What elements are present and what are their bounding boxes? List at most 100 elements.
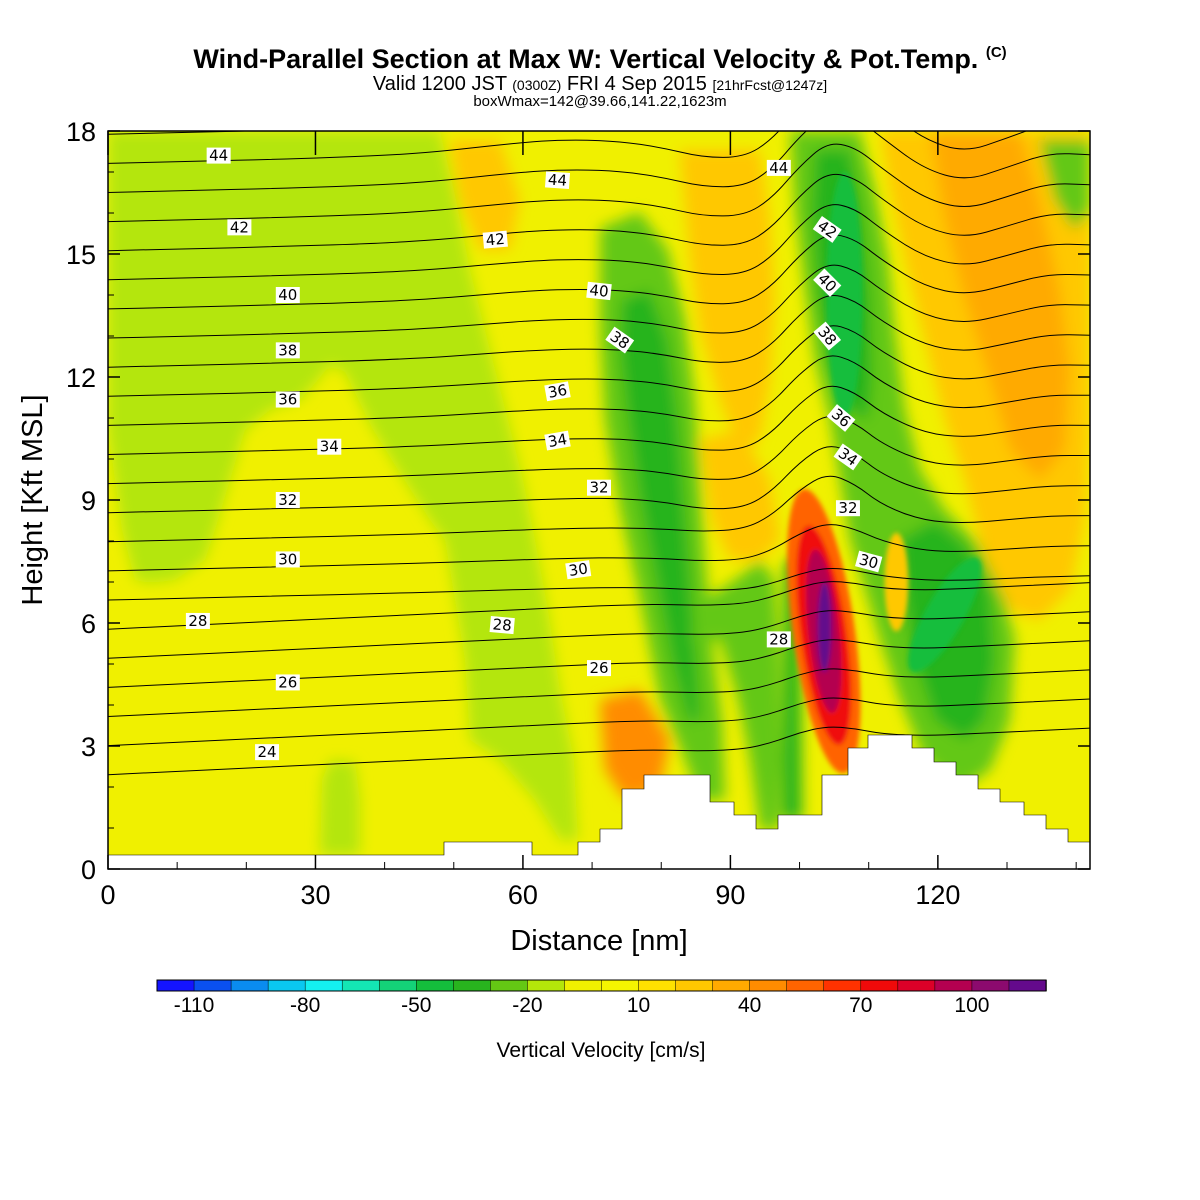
contour-label-36: 36	[544, 381, 571, 402]
colorbar-tick-label: -20	[512, 994, 542, 1017]
colorbar-tick-label: -110	[174, 994, 214, 1017]
contour-label-38: 38	[275, 341, 300, 359]
contour-label-box	[206, 147, 231, 164]
contour-line-38	[108, 264, 1090, 339]
contour-line-30	[108, 524, 1090, 572]
contour-line-44	[108, 131, 1028, 164]
y-axis-label: Height [Kft MSL]	[17, 394, 49, 605]
colorbar-swatch	[230, 979, 269, 992]
x-axis-label: Distance [nm]	[510, 925, 687, 957]
colorbar-swatch	[934, 979, 973, 992]
y-tick-label: 6	[81, 609, 96, 639]
contour-label-text: 42	[230, 218, 249, 236]
contour-line-46	[108, 23, 1090, 105]
contour-label-box	[813, 268, 842, 297]
contour-label-text: 32	[589, 479, 608, 497]
velocity-region-updraft-upper-center	[450, 140, 520, 250]
contour-label-box	[855, 550, 883, 573]
contour-line-28	[108, 581, 1090, 630]
contour-line-29	[108, 568, 1090, 601]
velocity-region-right-edge	[1040, 140, 1090, 230]
colorbar-swatch	[379, 979, 418, 992]
contour-label-box	[275, 287, 300, 303]
contour-label-42: 42	[227, 218, 252, 236]
contour-label-box	[489, 616, 515, 635]
colorbar-swatch	[601, 979, 640, 992]
contour-label-30: 30	[855, 550, 883, 573]
colorbar-swatch	[490, 979, 529, 992]
y-tick-label: 3	[81, 732, 96, 762]
contour-label-28: 28	[185, 612, 210, 630]
contour-label-28: 28	[489, 615, 515, 635]
contour-label-text: 44	[769, 159, 788, 177]
colorbar-frame	[156, 979, 1047, 992]
y-tick-label: 18	[66, 117, 96, 147]
contour-label-box	[317, 438, 342, 455]
contour-label-text: 32	[838, 499, 857, 517]
colorbar-swatch	[749, 979, 788, 992]
contour-label-box	[275, 492, 300, 508]
colorbar-swatch	[416, 979, 455, 992]
contour-label-box	[275, 342, 300, 359]
contour-label-text: 40	[278, 286, 297, 304]
velocity-feature-3	[817, 582, 832, 673]
colorbar-swatch	[304, 979, 343, 992]
colorbar: -110 -80 -50 -20 10 40 70 100	[156, 979, 1047, 1017]
contour-line-31	[108, 475, 1090, 543]
y-tick-label: 9	[81, 486, 96, 516]
contour-label-text: 30	[278, 550, 297, 568]
colorbar-swatch	[564, 979, 603, 992]
colorbar-swatch	[453, 979, 492, 992]
contour-label-text: 36	[278, 391, 297, 409]
contour-label-34: 34	[544, 430, 571, 451]
contour-line-40	[108, 204, 1090, 281]
colorbar-swatch	[527, 979, 566, 992]
contour-label-box	[185, 612, 210, 629]
colorbar-tick-label: 100	[954, 994, 989, 1017]
contour-label-36: 36	[275, 391, 300, 409]
contour-line-37	[108, 294, 1090, 368]
contour-label-box	[275, 674, 300, 691]
contour-label-text: 28	[769, 630, 788, 648]
contour-label-text: 44	[547, 171, 567, 190]
velocity-region-updraft-mid-lower	[700, 430, 780, 560]
colorbar-swatch	[971, 979, 1010, 992]
contour-label-text: 30	[568, 559, 589, 579]
chart-subtitle-box-info: boxWmax=142@39.66,141.22,1623m	[473, 93, 727, 110]
contour-label-box	[835, 500, 860, 517]
contour-line-33	[108, 415, 1090, 485]
contour-line-36	[108, 325, 1090, 397]
copyright-mark: (C)	[985, 44, 1007, 61]
velocity-feature-6	[884, 532, 909, 632]
contour-label-24: 24	[255, 743, 280, 761]
colorbar-swatch	[786, 979, 825, 992]
contour-label-text: 42	[485, 230, 506, 250]
x-tick-label: 90	[715, 880, 745, 910]
contour-line-34	[108, 385, 1090, 455]
contour-label-box	[826, 404, 856, 432]
colorbar-label: Vertical Velocity [cm/s]	[497, 1039, 706, 1062]
contour-label-box	[605, 326, 635, 354]
velocity-region-column-b	[690, 560, 782, 830]
contour-label-box	[586, 281, 612, 301]
contour-label-text: 44	[209, 147, 228, 165]
contour-label-44: 44	[206, 147, 231, 165]
y-tick-label: 12	[66, 363, 96, 393]
contour-label-text: 34	[320, 438, 339, 456]
contour-label-30: 30	[275, 550, 300, 568]
contour-label-40: 40	[586, 281, 612, 301]
contour-label-44: 44	[544, 171, 571, 190]
contour-label-box	[275, 391, 300, 408]
colorbar-swatch	[156, 979, 195, 992]
contour-label-box	[766, 631, 791, 648]
contour-label-box	[544, 171, 571, 190]
x-tick-label: 30	[300, 880, 330, 910]
x-axis: 0 30 60 90 120	[100, 131, 1077, 910]
contour-label-box	[766, 159, 791, 176]
contour-label-text: 32	[278, 491, 297, 509]
x-tick-label: 0	[100, 880, 115, 910]
contour-label-box	[255, 744, 280, 761]
contour-label-box	[544, 430, 571, 451]
